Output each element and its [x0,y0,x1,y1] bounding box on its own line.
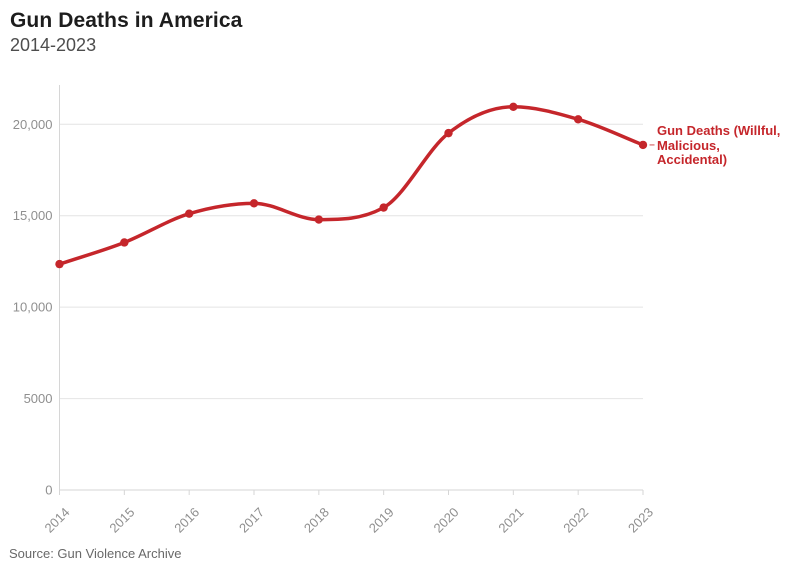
series-line [57,105,645,266]
data-point-2017[interactable] [249,199,259,208]
chart-subtitle: 2014-2023 [10,35,97,55]
data-point-2019[interactable] [379,203,388,212]
source-attribution: Source: Gun Violence Archive [9,546,182,561]
data-point-2016[interactable] [184,209,194,218]
x-axis-tick-label: 2023 [625,505,656,536]
y-axis-tick-label: 5000 [24,391,53,406]
x-axis-tick-label: 2017 [236,505,267,536]
data-point-2023[interactable] [638,140,648,150]
x-axis-tick-label: 2014 [42,505,73,536]
chart-title: Gun Deaths in America [10,9,243,32]
data-point-2020[interactable] [444,128,453,138]
x-axis-tick-label: 2019 [366,505,397,536]
series-label: Gun Deaths (Willful, Malicious, Accident… [657,123,785,168]
y-axis-tick-label: 15,000 [13,208,53,223]
y-axis-tick-label: 0 [45,483,52,498]
x-axis-tick-label: 2022 [560,505,591,536]
series-label-line-3: Accidental) [657,152,728,168]
data-point-2022[interactable] [573,115,583,124]
data-point-2015[interactable] [120,238,129,247]
y-axis-tick-label: 10,000 [13,300,53,315]
data-point-2014[interactable] [55,259,64,269]
series-label-line-2: Malicious, [657,137,720,153]
x-axis-tick-label: 2015 [106,505,137,536]
x-axis-tick-label: 2020 [431,505,462,536]
x-axis-tick-label: 2018 [301,505,332,536]
series-label-line-1: Gun Deaths (Willful, [657,123,781,138]
x-axis-tick-label: 2021 [495,505,526,536]
data-point-2018[interactable] [314,215,324,224]
y-axis-tick-label: 20,000 [13,117,53,132]
data-point-2021[interactable] [509,102,518,111]
x-axis-tick-label: 2016 [171,505,202,536]
